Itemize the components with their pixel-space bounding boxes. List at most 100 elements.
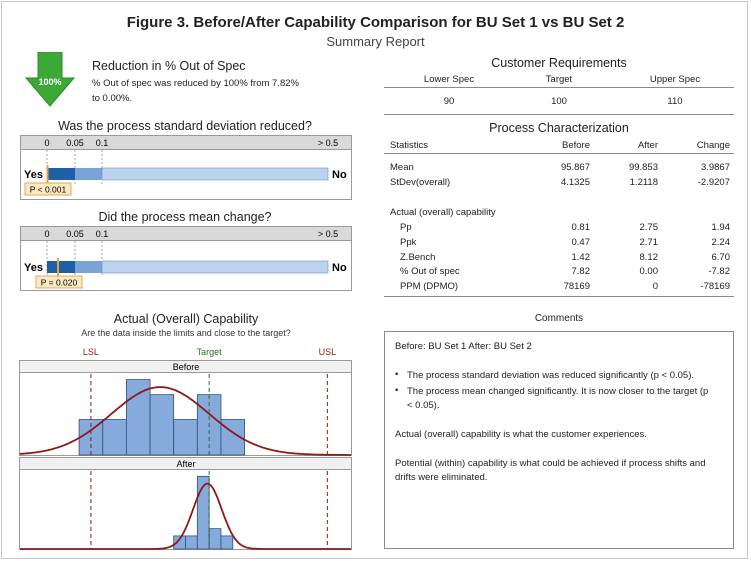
- row-value: 4.1325: [560, 177, 590, 188]
- row-value: 0.00: [639, 266, 659, 277]
- no-label: No: [332, 262, 347, 274]
- panel-after-label: After: [176, 459, 195, 469]
- upper-spec-value: 110: [667, 96, 683, 107]
- row-value: 78169: [563, 281, 590, 292]
- tick-label: 0: [44, 229, 49, 239]
- divider: [384, 114, 734, 115]
- customer-req-heading: Customer Requirements: [491, 56, 627, 70]
- lsl-label: LSL: [83, 347, 99, 357]
- target-label: Target: [197, 347, 223, 357]
- comments-heading: Comments: [534, 313, 584, 324]
- capability-subheading: Actual (overall) capability: [390, 207, 496, 218]
- stdev-test-chart: 0 0.05 0.1 > 0.5 Yes No P < 0.001: [20, 135, 352, 200]
- capability-histogram: LSL Target USL Before After: [19, 347, 352, 550]
- divider: [384, 153, 734, 154]
- histogram-bar: [125, 379, 151, 456]
- usl-label: USL: [319, 347, 337, 357]
- row-label: PPM (DPMO): [400, 281, 459, 292]
- histogram-bar: [102, 419, 127, 456]
- row-value: 99.853: [628, 162, 658, 173]
- histogram-bar: [208, 528, 222, 550]
- tick-label: 0.05: [66, 138, 84, 148]
- after-normal-curve: [20, 482, 351, 550]
- stdev-question: Was the process standard deviation reduc…: [58, 119, 312, 133]
- row-value: -7.82: [708, 266, 730, 277]
- histogram-bar: [196, 475, 210, 550]
- row-value: 1.42: [571, 252, 591, 263]
- tick-label: 0.05: [66, 229, 84, 239]
- reduction-heading: Reduction in % Out of Spec: [92, 59, 246, 73]
- row-value: -2.9207: [697, 177, 730, 188]
- reduction-text-1: % Out of spec was reduced by 100% from 7…: [92, 78, 299, 89]
- significance-zone-none: [101, 260, 329, 274]
- mean-question: Did the process mean change?: [98, 210, 272, 224]
- row-value: 1.94: [711, 222, 731, 233]
- panel-before-label: Before: [173, 362, 200, 372]
- col-header: Lower Spec: [423, 74, 475, 85]
- row-value: 0: [652, 281, 658, 292]
- comment-para-1: Actual (overall) capability is what the …: [395, 429, 647, 440]
- p-value-label: P = 0.020: [41, 278, 78, 288]
- histogram-bar: [173, 419, 198, 456]
- col-header: Target: [545, 74, 573, 85]
- capability-heading: Actual (Overall) Capability: [113, 312, 259, 326]
- row-value: 2.24: [711, 237, 731, 248]
- comment-bullet-2b: < 0.05).: [407, 400, 440, 411]
- divider: [384, 296, 734, 297]
- row-label: Pp: [400, 222, 412, 233]
- down-arrow-icon: 100%: [24, 52, 76, 107]
- row-value: 1.2118: [629, 177, 658, 188]
- comment-bullet-2a: The process mean changed significantly. …: [407, 386, 709, 397]
- row-value: 8.12: [639, 252, 659, 263]
- row-value: 0.47: [571, 237, 591, 248]
- comment-para-2a: Potential (within) capability is what co…: [395, 458, 706, 469]
- significance-zone-strong: [47, 261, 75, 273]
- capability-subheading: Are the data inside the limits and close…: [81, 328, 291, 338]
- lower-spec-value: 90: [443, 96, 455, 107]
- row-value: 95.867: [560, 162, 590, 173]
- target-value: 100: [551, 96, 567, 107]
- no-label: No: [332, 169, 347, 181]
- tick-label: 0.1: [96, 138, 109, 148]
- tick-label: 0.1: [96, 229, 109, 239]
- histogram-bar: [220, 535, 234, 550]
- significance-zone-moderate: [75, 261, 102, 273]
- tick-label: > 0.5: [318, 229, 338, 239]
- row-label: Ppk: [400, 237, 417, 248]
- yes-label: Yes: [24, 262, 43, 274]
- col-header: Change: [696, 140, 730, 151]
- arrow-label: 100%: [38, 77, 61, 87]
- col-header: Before: [562, 140, 590, 151]
- report-subtitle: Summary Report: [326, 34, 425, 49]
- significance-zone-moderate: [75, 168, 102, 180]
- row-label: StDev(overall): [390, 177, 451, 188]
- tick-label: > 0.5: [318, 138, 338, 148]
- row-label: Z.Bench: [400, 252, 436, 263]
- row-value: 2.71: [639, 237, 659, 248]
- mean-test-chart: 0 0.05 0.1 > 0.5 Yes No P = 0.020: [20, 226, 352, 291]
- histogram-bar: [149, 394, 175, 456]
- row-value: 3.9867: [700, 162, 730, 173]
- report-title: Figure 3. Before/After Capability Compar…: [126, 14, 625, 31]
- row-label: % Out of spec: [400, 266, 460, 277]
- comments-box: Before: BU Set 1 After: BU Set 2 • The p…: [384, 331, 734, 549]
- row-value: 6.70: [711, 252, 731, 263]
- row-value: 7.82: [571, 266, 591, 277]
- histogram-bar: [185, 535, 198, 550]
- process-char-heading: Process Characterization: [489, 121, 629, 135]
- significance-zone-strong: [47, 168, 75, 180]
- before-normal-curve: [19, 386, 351, 456]
- p-value-label: P < 0.001: [30, 185, 67, 195]
- col-header: After: [637, 140, 658, 151]
- comments-sets: Before: BU Set 1 After: BU Set 2: [395, 341, 532, 352]
- yes-label: Yes: [24, 169, 43, 181]
- col-header: Upper Spec: [649, 74, 701, 85]
- col-header: Statistics: [390, 140, 429, 151]
- comment-para-2b: drifts were eliminated.: [395, 472, 488, 483]
- tick-label: 0: [44, 138, 49, 148]
- reduction-text-2: to 0.00%.: [92, 93, 133, 104]
- divider: [384, 87, 734, 88]
- row-value: 0.81: [571, 222, 591, 233]
- significance-zone-none: [101, 167, 329, 181]
